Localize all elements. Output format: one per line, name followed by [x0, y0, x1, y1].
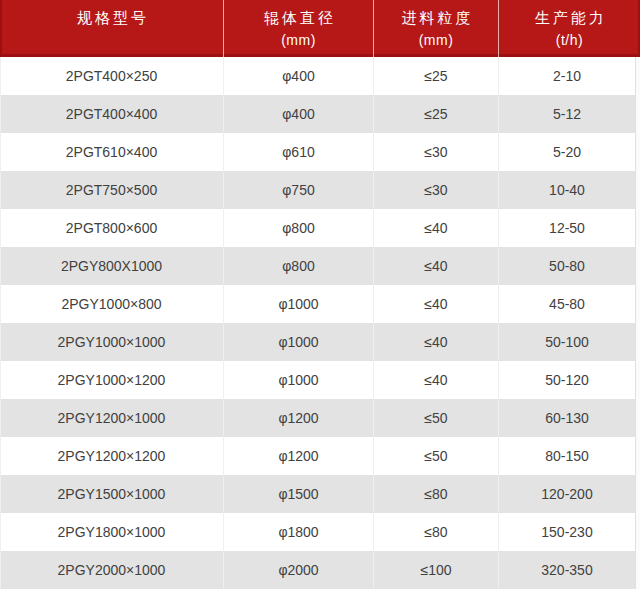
cell-model: 2PGY1000×800: [0, 285, 224, 323]
table-row: 2PGY2000×1000 φ2000 ≤100 320-350: [0, 551, 640, 589]
cell-feed-size: ≤30: [374, 133, 499, 171]
cell-roller-diameter: φ1500: [224, 475, 374, 513]
table-row: 2PGT610×400 φ610 ≤30 5-20: [0, 133, 640, 171]
cell-roller-diameter: φ610: [224, 133, 374, 171]
cell-model: 2PGT400×400: [0, 95, 224, 133]
cell-roller-diameter: φ1800: [224, 513, 374, 551]
cell-capacity: 80-150: [499, 437, 636, 475]
table-row: 2PGY1500×1000 φ1500 ≤80 120-200: [0, 475, 640, 513]
cell-feed-size: ≤40: [374, 247, 499, 285]
table-row: 2PGY1800×1000 φ1800 ≤80 150-230: [0, 513, 640, 551]
cell-capacity: 5-12: [499, 95, 636, 133]
cell-capacity: 5-20: [499, 133, 636, 171]
cell-capacity: 120-200: [499, 475, 636, 513]
cell-roller-diameter: φ2000: [224, 551, 374, 589]
cell-feed-size: ≤40: [374, 323, 499, 361]
header-cell-roller-diameter: 辊体直径 (mm): [224, 0, 374, 57]
cell-capacity: 50-100: [499, 323, 636, 361]
cell-roller-diameter: φ800: [224, 247, 374, 285]
cell-model: 2PGT750×500: [0, 171, 224, 209]
cell-capacity: 150-230: [499, 513, 636, 551]
cell-feed-size: ≤40: [374, 361, 499, 399]
cell-roller-diameter: φ1000: [224, 323, 374, 361]
cell-feed-size: ≤80: [374, 475, 499, 513]
header-title: 进料粒度: [399, 7, 474, 29]
cell-capacity: 50-80: [499, 247, 636, 285]
cell-model: 2PGY800X1000: [0, 247, 224, 285]
cell-feed-size: ≤30: [374, 171, 499, 209]
table-row: 2PGY1000×1200 φ1000 ≤40 50-120: [0, 361, 640, 399]
table-row: 2PGY1200×1200 φ1200 ≤50 80-150: [0, 437, 640, 475]
cell-capacity: 2-10: [499, 57, 636, 95]
cell-model: 2PGY1000×1200: [0, 361, 224, 399]
cell-model: 2PGY1200×1200: [0, 437, 224, 475]
cell-model: 2PGT610×400: [0, 133, 224, 171]
table-row: 2PGT400×400 φ400 ≤25 5-12: [0, 95, 640, 133]
cell-feed-size: ≤50: [374, 399, 499, 437]
cell-roller-diameter: φ1200: [224, 437, 374, 475]
cell-roller-diameter: φ400: [224, 57, 374, 95]
table-header: 规格型号 辊体直径 (mm) 进料粒度 (mm) 生产能力 (t/h): [0, 0, 640, 57]
table-row: 2PGT400×250 φ400 ≤25 2-10: [0, 57, 640, 95]
header-title: 生产能力: [532, 7, 607, 29]
table-row: 2PGT800×600 φ800 ≤40 12-50: [0, 209, 640, 247]
header-unit: (mm): [419, 29, 454, 51]
cell-capacity: 320-350: [499, 551, 636, 589]
cell-roller-diameter: φ1000: [224, 285, 374, 323]
header-cell-model: 规格型号: [0, 0, 224, 57]
cell-roller-diameter: φ750: [224, 171, 374, 209]
header-title: 辊体直径: [261, 7, 336, 29]
cell-roller-diameter: φ400: [224, 95, 374, 133]
cell-model: 2PGY1500×1000: [0, 475, 224, 513]
header-unit: (mm): [281, 29, 316, 51]
cell-feed-size: ≤100: [374, 551, 499, 589]
cell-model: 2PGY1000×1000: [0, 323, 224, 361]
cell-capacity: 45-80: [499, 285, 636, 323]
cell-roller-diameter: φ1000: [224, 361, 374, 399]
cell-feed-size: ≤25: [374, 57, 499, 95]
table-row: 2PGY1200×1000 φ1200 ≤50 60-130: [0, 399, 640, 437]
cell-roller-diameter: φ1200: [224, 399, 374, 437]
table-row: 2PGY1000×1000 φ1000 ≤40 50-100: [0, 323, 640, 361]
header-unit: (t/h): [556, 29, 583, 51]
cell-feed-size: ≤50: [374, 437, 499, 475]
table-row: 2PGY1000×800 φ1000 ≤40 45-80: [0, 285, 640, 323]
table-row: 2PGY800X1000 φ800 ≤40 50-80: [0, 247, 640, 285]
cell-capacity: 50-120: [499, 361, 636, 399]
header-cell-feed-size: 进料粒度 (mm): [374, 0, 499, 57]
cell-feed-size: ≤40: [374, 209, 499, 247]
cell-capacity: 10-40: [499, 171, 636, 209]
cell-feed-size: ≤80: [374, 513, 499, 551]
table-body: 2PGT400×250 φ400 ≤25 2-10 2PGT400×400 φ4…: [0, 57, 640, 589]
cell-model: 2PGT800×600: [0, 209, 224, 247]
table-row: 2PGT750×500 φ750 ≤30 10-40: [0, 171, 640, 209]
header-title: 规格型号: [74, 7, 149, 29]
cell-feed-size: ≤25: [374, 95, 499, 133]
cell-model: 2PGY2000×1000: [0, 551, 224, 589]
spec-table: 规格型号 辊体直径 (mm) 进料粒度 (mm) 生产能力 (t/h) 2PGT…: [0, 0, 640, 589]
cell-roller-diameter: φ800: [224, 209, 374, 247]
cell-model: 2PGT400×250: [0, 57, 224, 95]
cell-feed-size: ≤40: [374, 285, 499, 323]
cell-model: 2PGY1800×1000: [0, 513, 224, 551]
cell-capacity: 12-50: [499, 209, 636, 247]
cell-capacity: 60-130: [499, 399, 636, 437]
header-cell-capacity: 生产能力 (t/h): [499, 0, 640, 57]
cell-model: 2PGY1200×1000: [0, 399, 224, 437]
